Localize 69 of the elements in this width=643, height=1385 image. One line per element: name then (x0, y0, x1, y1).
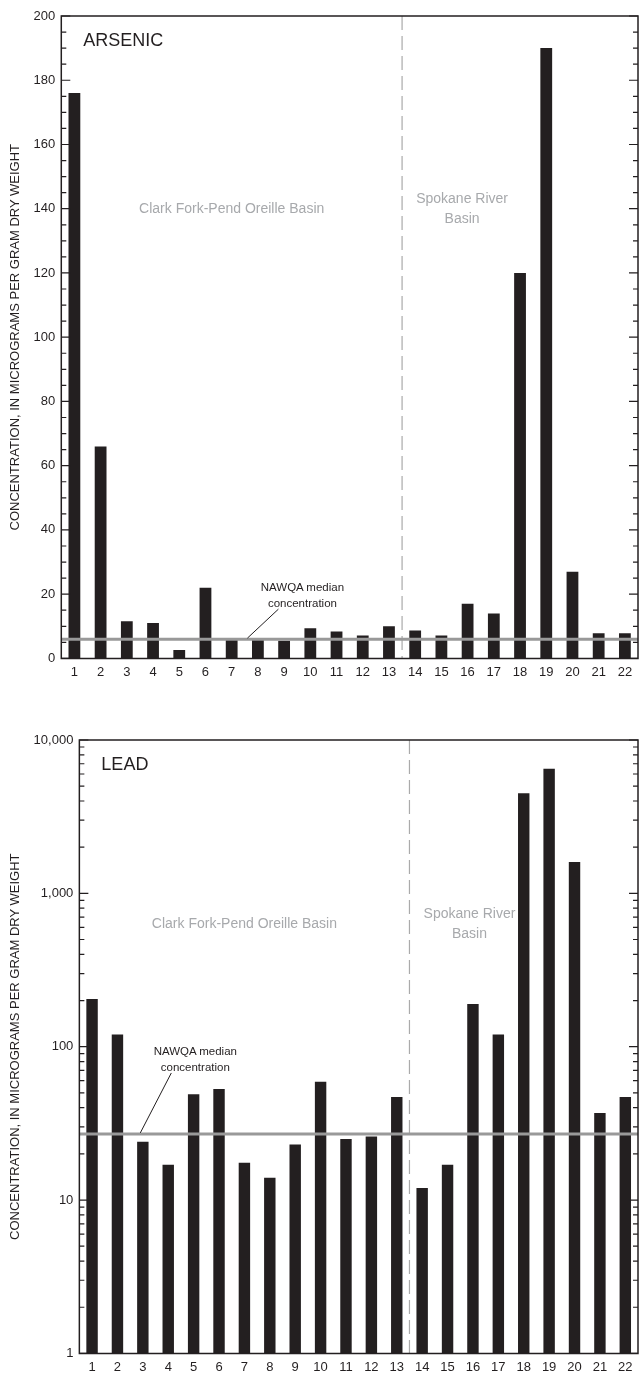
y-tick-label: 20 (40, 585, 56, 601)
x-tick-label: 21 (592, 1358, 608, 1374)
x-tick-label: 12 (355, 663, 370, 679)
x-tick-label: 15 (434, 663, 449, 679)
y-tick-label: 0 (48, 649, 56, 665)
x-tick-label: 6 (215, 1358, 223, 1374)
x-tick-label: 10 (303, 663, 318, 679)
x-tick-label: 13 (389, 1358, 404, 1374)
y-tick-label: 140 (33, 200, 56, 216)
annotation: NAWQA median concentration (153, 1044, 237, 1073)
y-tick-label: 180 (33, 71, 56, 87)
x-tick-label: 8 (266, 1358, 274, 1374)
x-tick-label: 14 (414, 1358, 430, 1374)
y-axis-title: CONCENTRATION, IN MICROGRAMS PER GRAM DRY WEIGHT (7, 853, 23, 1240)
x-tick-label: 8 (254, 663, 262, 679)
x-tick-label: 2 (96, 663, 105, 679)
annotation: Clark Fork-Pend Oreille Basin (139, 199, 325, 216)
y-tick-label: 80 (40, 393, 56, 409)
x-tick-label: 20 (565, 663, 580, 679)
x-tick-label: 11 (329, 663, 344, 679)
y-tick-label: 10 (58, 1191, 74, 1207)
x-tick-label: 2 (113, 1358, 122, 1374)
x-tick-label: 14 (407, 663, 423, 679)
text: ARSENIC (83, 30, 164, 50)
x-tick-label: 5 (190, 1358, 198, 1374)
annotation: Clark Fork-Pend Oreille Basin (151, 914, 337, 931)
x-tick-label: 15 (440, 1358, 455, 1374)
x-tick-label: 13 (381, 663, 397, 679)
x-tick-label: 3 (139, 1358, 147, 1374)
y-tick-label: 100 (33, 328, 56, 344)
x-tick-label: 6 (201, 663, 210, 679)
annotation: Spokane River Basin (416, 189, 509, 226)
y-tick-label: 10,000 (33, 731, 74, 747)
y-tick-label: 1,000 (40, 884, 74, 900)
x-tick-label: 4 (149, 663, 157, 679)
x-tick-label: 3 (123, 663, 131, 679)
x-tick-label: 21 (591, 663, 606, 679)
x-tick-label: 9 (291, 1358, 299, 1374)
x-tick-label: 5 (175, 663, 183, 679)
text: LEAD (101, 754, 149, 774)
x-tick-label: 10 (313, 1358, 328, 1374)
x-tick-label: 16 (460, 663, 475, 679)
x-tick-label: 7 (240, 1358, 249, 1374)
annotation: Spokane River Basin (423, 904, 516, 941)
x-tick-label: 22 (618, 1358, 633, 1374)
x-tick-label: 17 (491, 1358, 506, 1374)
x-tick-label: 20 (567, 1358, 582, 1374)
annotation: NAWQA median concentration (260, 581, 345, 610)
y-tick-label: 160 (33, 136, 56, 152)
x-tick-label: 9 (280, 663, 288, 679)
x-tick-label: 16 (465, 1358, 481, 1374)
x-tick-label: 19 (541, 1358, 557, 1374)
x-tick-label: 18 (512, 663, 528, 679)
x-tick-label: 7 (228, 663, 236, 679)
y-tick-label: 200 (33, 7, 56, 23)
y-tick-label: 60 (40, 457, 56, 473)
x-tick-label: 1 (88, 1358, 96, 1374)
x-tick-label: 4 (164, 1358, 172, 1374)
x-tick-label: 12 (364, 1358, 379, 1374)
y-tick-label: 40 (40, 521, 56, 537)
x-tick-label: 19 (539, 663, 554, 679)
y-axis-title: CONCENTRATION, IN MICROGRAMS PER GRAM DRY WEIGHT (7, 143, 23, 531)
y-tick-label: 100 (51, 1038, 74, 1054)
y-tick-label: 120 (33, 264, 56, 280)
x-tick-label: 11 (339, 1358, 353, 1374)
x-tick-label: 18 (516, 1358, 531, 1374)
y-tick-label: 1 (66, 1344, 74, 1360)
x-tick-label: 17 (486, 663, 502, 679)
x-tick-label: 22 (617, 663, 633, 679)
